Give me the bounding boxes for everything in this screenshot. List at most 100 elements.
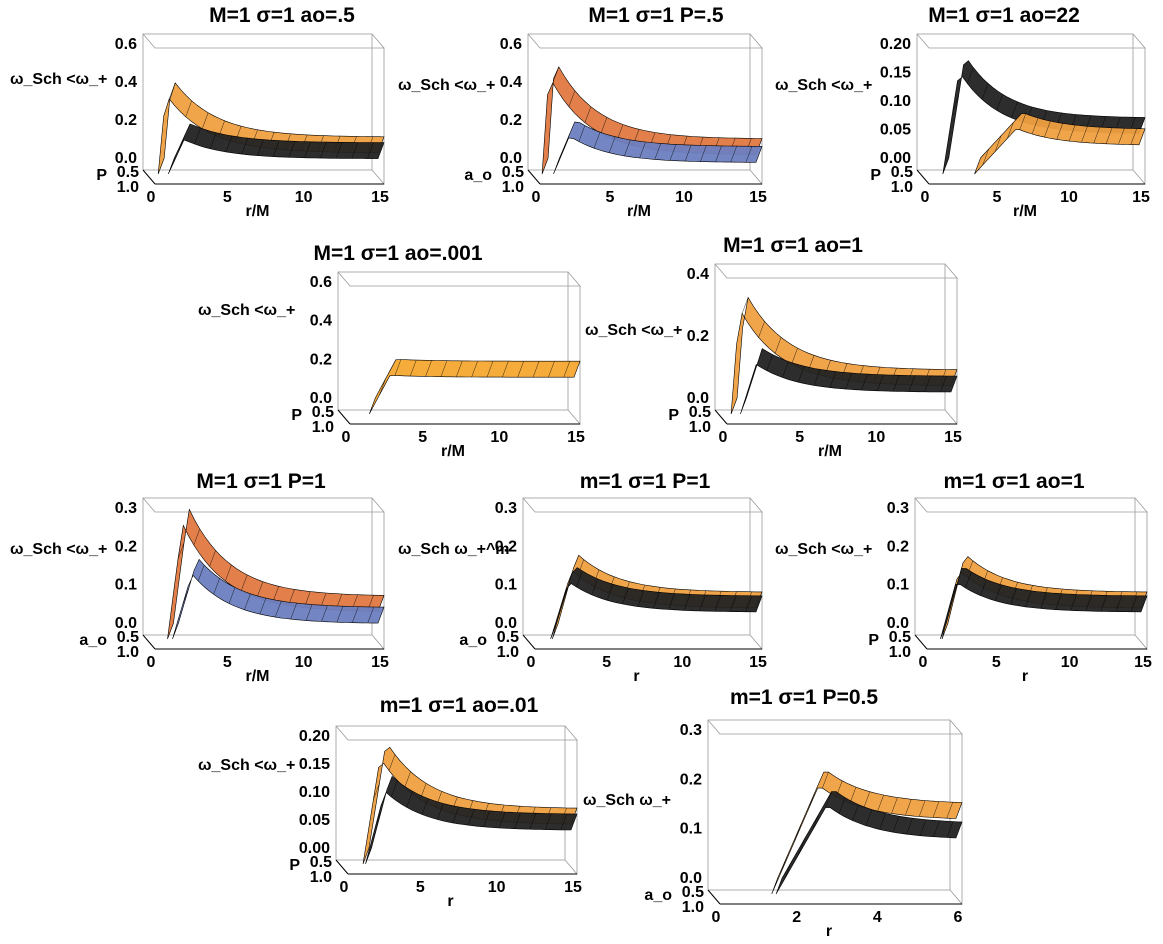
- mesh-line: [225, 564, 232, 582]
- surface-plot-5: M=1 σ=1 ao=1 0.0 0.2 0.4 0.51.0 P 0 5 10 15 r/M ω_S…: [585, 234, 962, 460]
- mesh-line: [745, 146, 753, 163]
- x-tick-label: 10: [673, 654, 691, 671]
- y-tick-label: 0.5: [889, 629, 911, 646]
- surface-2: [553, 121, 763, 175]
- x-tick-label: 5: [223, 189, 232, 206]
- bounding-box-top: [714, 263, 958, 279]
- y-tick-label: 0.5: [310, 854, 332, 871]
- z-axis-label: ω_Sch <ω_+: [775, 541, 872, 558]
- y-axis-label: P: [868, 632, 879, 649]
- mesh-line: [996, 94, 1003, 111]
- mesh-line: [240, 574, 248, 591]
- mesh-line: [877, 794, 884, 812]
- mesh-line: [410, 360, 417, 377]
- z-tick-label: 0.0: [680, 870, 702, 887]
- bounding-box-side: [371, 512, 385, 651]
- mesh-line: [766, 354, 773, 371]
- mesh-line: [241, 138, 248, 155]
- mesh-line: [758, 321, 765, 338]
- bounding-box-top: [914, 497, 1148, 513]
- mesh-line: [1130, 595, 1138, 612]
- y-axis-line: [142, 169, 156, 185]
- z-tick-label: 0.0: [500, 150, 522, 167]
- z-tick-label: 0.0: [495, 615, 517, 632]
- mesh-line: [169, 82, 176, 99]
- x-tick-label: 10: [1061, 654, 1079, 671]
- z-tick-label: 0.4: [310, 313, 332, 330]
- mesh-line: [1007, 122, 1014, 139]
- surface-plot-6: M=1 σ=1 P=1 0.0 0.1 0.2 0.3 0.51.0 a_o 0 5 10 15 r/…: [10, 470, 389, 685]
- bounding-box-back: [522, 497, 751, 636]
- mesh-line: [654, 143, 661, 160]
- mesh-line: [865, 809, 873, 826]
- x-axis-label: r/M: [441, 443, 465, 460]
- bounding-box-side: [567, 286, 581, 426]
- x-axis-label: r/M: [627, 203, 651, 220]
- mesh-line: [741, 297, 749, 314]
- mesh-line: [1031, 117, 1039, 135]
- x-tick-label: 5: [795, 429, 804, 446]
- mesh-line: [379, 378, 386, 395]
- surface-2: [974, 113, 1146, 175]
- y-tick-label: 0.5: [497, 629, 519, 646]
- z-axis-label: ω_Sch <ω_+: [10, 541, 107, 558]
- z-axis-label: ω_Sch <ω_+: [775, 77, 872, 94]
- z-tick-label: 0.2: [115, 538, 137, 555]
- y-axis-line: [335, 859, 349, 875]
- mesh-line: [563, 133, 570, 151]
- mesh-line: [1118, 128, 1125, 145]
- bounding-box-back: [714, 263, 946, 411]
- x-tick-label: 10: [295, 654, 313, 671]
- mesh-line: [784, 862, 792, 879]
- x-tick-label: 15: [371, 654, 389, 671]
- mesh-line: [202, 112, 209, 129]
- z-axis-label: ω_Sch ω_+^m: [398, 541, 510, 558]
- mesh-line: [980, 579, 987, 596]
- mesh-line: [1056, 123, 1063, 140]
- mesh-line: [498, 811, 506, 829]
- mesh-line: [456, 360, 463, 377]
- bounding-box-top: [337, 271, 581, 287]
- mesh-line: [1025, 590, 1032, 607]
- bounding-box-side: [1134, 512, 1148, 651]
- bounding-box-back: [142, 33, 373, 171]
- bounding-box-top: [522, 497, 763, 513]
- z-tick-label: 0.05: [880, 122, 911, 139]
- z-tick-label: 0.15: [880, 65, 911, 82]
- mesh-line: [532, 361, 540, 378]
- mesh-line: [609, 136, 616, 153]
- mesh-line: [791, 348, 798, 365]
- z-tick-label: 0.05: [299, 812, 330, 829]
- surface-1: [771, 771, 963, 895]
- x-tick-label: 0: [919, 654, 928, 671]
- mesh-line: [1130, 128, 1137, 145]
- y-tick-label: 1.0: [502, 179, 524, 196]
- y-axis-label: P: [289, 857, 300, 874]
- bounding-box-top: [527, 33, 763, 49]
- surface-plot-7: m=1 σ=1 P=1 0.0 0.1 0.2 0.3 0.51.0 a_o 0 5 10 15 r ω…: [398, 470, 767, 685]
- mesh-line: [591, 578, 598, 595]
- mesh-line: [288, 141, 296, 158]
- y-axis-label: P: [870, 167, 881, 184]
- mesh-line: [829, 371, 837, 388]
- mesh-line: [995, 584, 1002, 601]
- x-tick-label: 0: [527, 654, 536, 671]
- mesh-line: [1019, 113, 1026, 130]
- z-tick-label: 0.0: [310, 390, 332, 407]
- mesh-line: [798, 366, 805, 383]
- x-axis-label: r/M: [1013, 203, 1037, 220]
- mesh-line: [421, 798, 429, 815]
- mesh-line: [684, 145, 692, 162]
- mesh-line: [1055, 593, 1062, 610]
- mesh-line: [336, 606, 344, 623]
- mesh-line: [198, 564, 205, 582]
- mesh-line: [1093, 127, 1100, 144]
- mesh-line: [669, 144, 677, 161]
- bounding-box-top: [707, 719, 963, 735]
- mesh-line: [529, 813, 537, 830]
- z-tick-label: 0.20: [880, 36, 911, 53]
- x-tick-label: 0: [712, 909, 721, 926]
- mesh-line: [272, 140, 280, 157]
- mesh-line: [952, 95, 959, 112]
